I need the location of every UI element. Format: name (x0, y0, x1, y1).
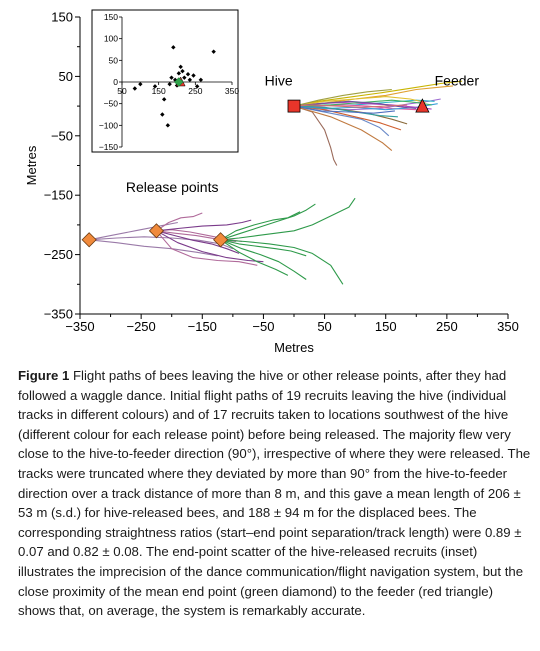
displaced-track (156, 230, 240, 254)
main-plot: −350 −250 −150 −50 50 150 250 350 150 50 −50 −150 −2… (24, 10, 519, 356)
hive-track (293, 96, 426, 107)
hive-track (293, 104, 408, 108)
displaced-track (220, 197, 356, 241)
inset-end-point (138, 81, 143, 87)
track-layer (89, 80, 463, 285)
inset-x-tick-label: 150 (152, 86, 166, 96)
x-tick-label: −150 (188, 319, 217, 334)
caption-label: Figure 1 (18, 368, 70, 383)
hive-track (293, 100, 417, 110)
inset-mean-end-point (173, 77, 184, 87)
y-axis-label: Metres (24, 145, 39, 185)
caption-text: Flight paths of bees leaving the hive or… (18, 368, 531, 619)
inset-end-point (178, 64, 183, 70)
inset-x-tick-label: 50 (117, 86, 127, 96)
x-axis-label: Metres (274, 340, 314, 355)
displaced-track (89, 239, 218, 257)
displaced-track (220, 239, 307, 257)
displaced-track (156, 219, 252, 232)
inset-y-tick-label: 100 (104, 34, 118, 44)
x-tick-label: 350 (497, 319, 519, 334)
inset-y-tick-label: −100 (99, 120, 118, 130)
marker-layer (81, 98, 430, 248)
y-tick-label: −250 (44, 247, 73, 262)
y-tick-label: −50 (51, 128, 73, 143)
hive-track (293, 88, 392, 107)
displaced-track (220, 203, 316, 241)
inset-y-tick-label: −50 (104, 99, 119, 109)
inset-end-point (176, 71, 182, 76)
inset-end-point (161, 97, 167, 102)
inset-end-point (152, 84, 158, 89)
release-point-marker (213, 232, 229, 248)
displaced-track (156, 230, 264, 263)
y-tick-label: 150 (51, 10, 73, 25)
main-axes: −350 −250 −150 −50 50 150 250 350 150 50 −50 −150 −2… (44, 10, 519, 335)
x-tick-label: 50 (317, 319, 331, 334)
hive-track (293, 105, 402, 131)
inset-end-point (165, 123, 171, 128)
displaced-track (220, 211, 301, 241)
release-points-annotation: Release points (126, 179, 219, 195)
hive-track (293, 105, 395, 114)
feeder-marker (415, 98, 430, 113)
y-tick-label: −150 (44, 188, 73, 203)
x-tick-label: 250 (436, 319, 458, 334)
inset-x-tick-label: 250 (188, 86, 202, 96)
inset-end-point (198, 77, 204, 83)
hive-track (293, 105, 393, 152)
release-point-marker (81, 232, 97, 248)
release-point-marker (148, 223, 164, 239)
feeder-annotation: Feeder (435, 72, 480, 88)
flight-path-figure: −350 −250 −150 −50 50 150 250 350 150 50 −50 −150 −2… (24, 9, 519, 356)
x-tick-label: −250 (126, 319, 155, 334)
inset-end-point (180, 68, 185, 74)
displaced-track (220, 239, 307, 280)
inset-end-point (191, 73, 196, 78)
inset-y-tick-label: 0 (113, 77, 118, 87)
inset-end-point (194, 84, 200, 89)
displaced-track (155, 230, 258, 266)
figure-caption: Figure 1 Flight paths of bees leaving th… (18, 366, 532, 621)
inset-end-point (160, 112, 165, 117)
hive-track (293, 105, 338, 166)
hive-track (293, 80, 463, 107)
displaced-track (220, 239, 344, 285)
inset-end-point (167, 81, 172, 87)
hive-track (294, 104, 426, 113)
inset-y-tick-label: −150 (99, 142, 118, 152)
hive-annotation: Hive (265, 72, 293, 88)
x-tick-label: 150 (375, 319, 397, 334)
x-tick-label: −350 (65, 319, 94, 334)
inset-end-point (187, 77, 193, 83)
hive-marker (287, 99, 301, 113)
inset-end-point (185, 72, 191, 77)
inset-x-tick-label: 350 (225, 86, 239, 96)
inset-end-point (132, 86, 138, 91)
inset-y-tick-label: 50 (109, 55, 119, 65)
inset-end-point (171, 45, 176, 50)
displaced-track (220, 239, 289, 276)
y-tick-label: −350 (44, 307, 73, 322)
inset-y-tick-label: 150 (104, 12, 118, 22)
x-tick-label: −50 (252, 319, 274, 334)
inset-points (132, 45, 216, 128)
inset-end-point (182, 75, 187, 80)
y-tick-label: 50 (59, 69, 73, 84)
inset-end-point (211, 49, 216, 54)
inset-end-point (169, 75, 174, 80)
inset-background (91, 9, 239, 153)
displaced-track (156, 212, 203, 232)
